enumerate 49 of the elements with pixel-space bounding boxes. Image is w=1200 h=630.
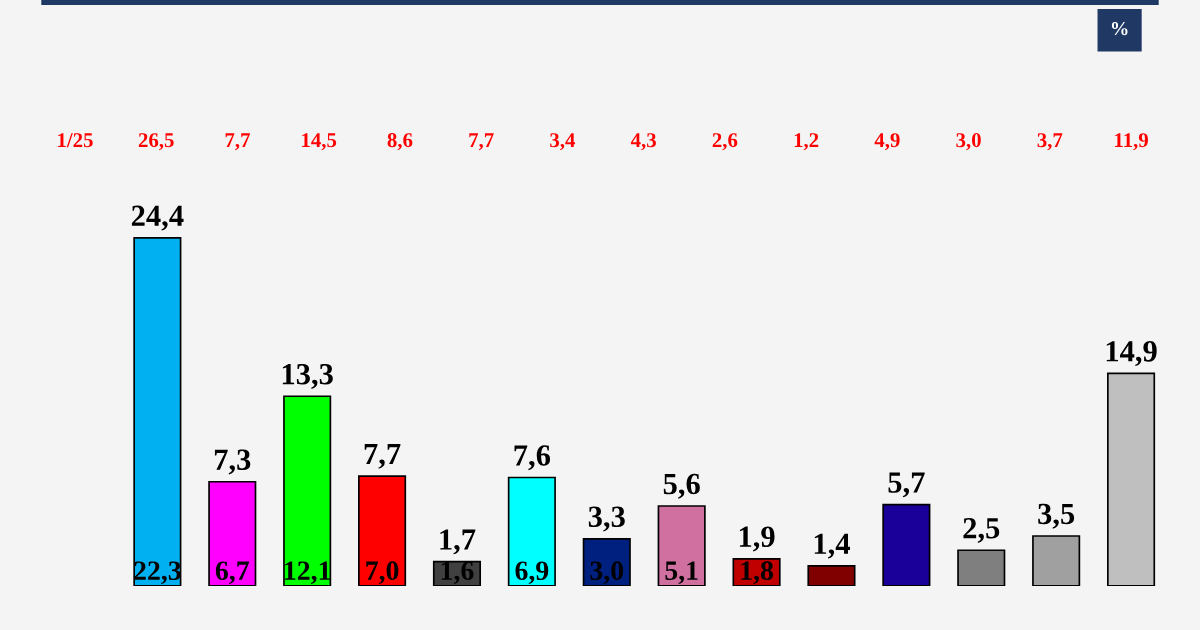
text: 3,0 <box>956 133 981 151</box>
data-label: 3,5 <box>1038 503 1075 529</box>
text: 1,2 <box>794 133 819 151</box>
annotation: 22,3 <box>134 561 181 585</box>
text: 8,6 <box>387 133 413 151</box>
data-label: 7,7 <box>364 444 401 469</box>
text: 3,7 <box>1037 133 1063 151</box>
annotation: 1,6 <box>441 561 474 585</box>
text: 4,9 <box>874 133 900 151</box>
text: 11,9 <box>1115 133 1148 151</box>
bar <box>807 565 856 586</box>
data-label: 2,5 <box>963 517 1000 543</box>
text: % <box>1111 21 1128 36</box>
annotation: 1,8 <box>741 561 773 585</box>
data-label: 3,3 <box>588 506 625 532</box>
data-label: 24,4 <box>131 205 184 231</box>
bar <box>358 475 407 586</box>
text: 7,7 <box>225 133 250 151</box>
data-label: 1,7 <box>440 529 476 555</box>
bar <box>1032 535 1081 586</box>
annotation: 5,1 <box>665 561 698 585</box>
annotation: 6,9 <box>515 561 549 585</box>
data-label: 1,9 <box>739 526 775 552</box>
bar <box>1107 372 1156 586</box>
bar <box>133 237 182 586</box>
text: 2,6 <box>712 133 738 151</box>
text: 1/25 <box>58 133 93 148</box>
text: 7,7 <box>469 133 494 151</box>
bar <box>208 480 257 586</box>
text: 4,3 <box>630 133 656 151</box>
bar <box>882 503 931 586</box>
data-label: 13,3 <box>282 363 333 389</box>
annotation: 6,7 <box>215 561 249 585</box>
text: 14,5 <box>302 133 337 151</box>
data-label: 7,6 <box>514 445 551 471</box>
data-label: 7,3 <box>214 449 251 475</box>
bar <box>957 549 1006 586</box>
data-label: 5,7 <box>888 472 925 498</box>
data-label: 1,4 <box>814 533 850 559</box>
data-label: 5,6 <box>663 473 700 499</box>
bar <box>657 505 706 586</box>
bar <box>283 395 332 586</box>
annotation: 12,1 <box>285 561 331 585</box>
text: 3,4 <box>550 133 576 151</box>
text: 26,5 <box>138 133 174 151</box>
bar <box>507 476 556 586</box>
annotation: 3,0 <box>590 561 624 585</box>
data-label: 14,9 <box>1106 341 1157 367</box>
annotation: 7,0 <box>366 561 399 585</box>
